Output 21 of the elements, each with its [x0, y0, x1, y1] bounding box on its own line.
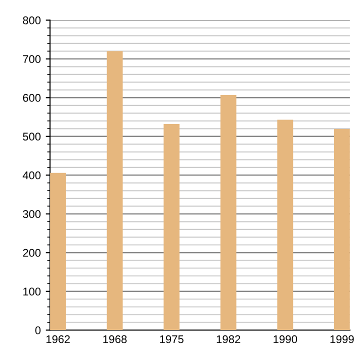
x-tick-label: 1975: [160, 335, 184, 344]
y-tick-label: 500: [22, 132, 41, 141]
y-tick-label: 100: [23, 288, 41, 296]
y-tick-label: 600: [23, 94, 41, 102]
bar: [50, 172, 66, 330]
x-tick-label: 1962: [46, 335, 70, 344]
y-tick-label: 400: [22, 171, 41, 180]
y-tick-label: 200: [23, 248, 41, 257]
bar: [164, 124, 180, 330]
bar: [220, 94, 236, 330]
x-tick-label: 1990: [274, 335, 298, 344]
y-tick-label: 0: [35, 326, 41, 334]
x-tick-label: 1982: [216, 335, 240, 344]
bar: [106, 51, 123, 330]
x-tick-label: 1968: [103, 335, 127, 344]
x-tick-label: 1999: [330, 335, 354, 344]
y-tick-label: 800: [22, 16, 41, 24]
y-tick-label: 300: [22, 210, 41, 218]
bar: [277, 120, 294, 330]
bar: [334, 129, 350, 330]
y-tick-label: 700: [23, 55, 41, 64]
